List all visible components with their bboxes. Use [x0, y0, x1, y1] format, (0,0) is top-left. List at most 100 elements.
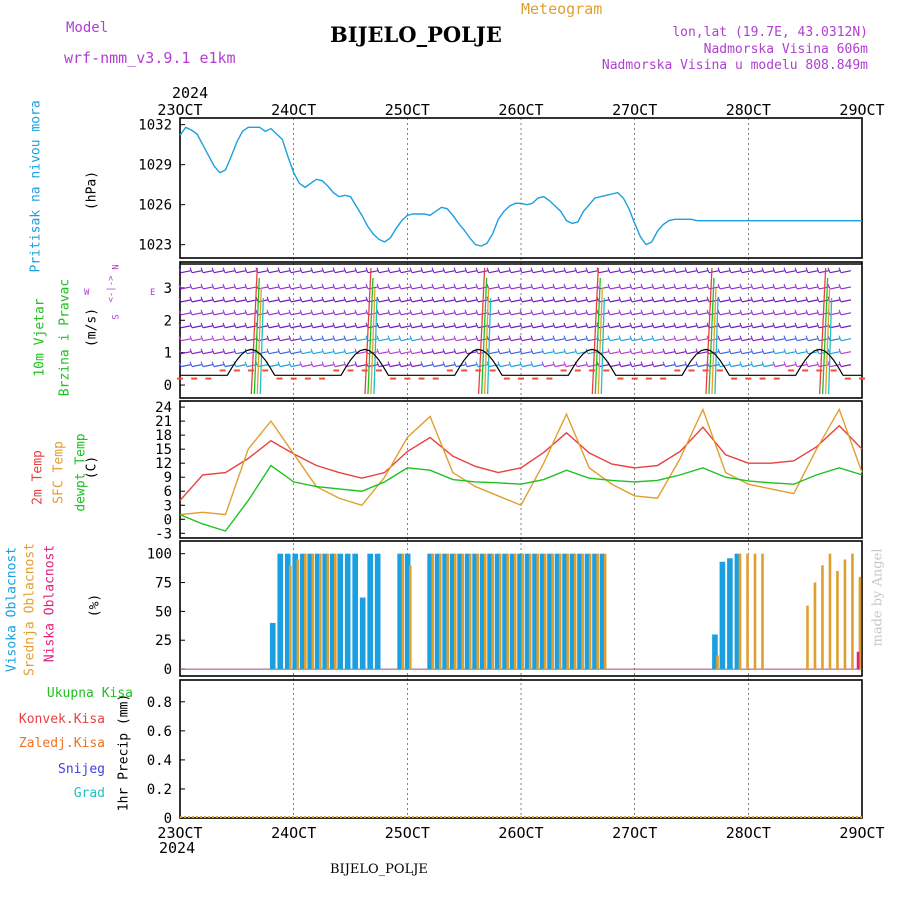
wind-barb — [620, 325, 632, 329]
wind-barb-flag — [310, 361, 314, 367]
wind-barb-flag — [574, 309, 578, 315]
wind-barb-flag — [585, 309, 589, 315]
wind-barb — [444, 270, 456, 274]
wind-barb-flag — [475, 283, 479, 290]
wind-barb — [499, 286, 511, 290]
wind-barb — [279, 338, 291, 342]
wind-barb — [521, 325, 533, 329]
wind-barb — [675, 338, 687, 342]
wind-barb-flag — [541, 322, 545, 328]
wind-barb — [180, 270, 192, 274]
wind-barb-flag — [387, 348, 391, 354]
wind-barb — [213, 364, 225, 368]
wind-barb-flag — [684, 283, 688, 290]
wind-dir-marker — [375, 369, 382, 372]
wind-barb — [774, 364, 786, 368]
wind-barb-flag — [244, 283, 248, 290]
time-label-top: 23OCT — [157, 101, 202, 119]
wind-barb — [378, 299, 390, 303]
wind-barb-flag — [244, 335, 248, 341]
wind-barb-flag — [497, 267, 501, 273]
wind-barb-flag — [519, 322, 523, 328]
wind-spike — [367, 277, 374, 395]
wind-barb — [631, 299, 643, 303]
wind-barb-flag — [805, 267, 809, 273]
wind-barb — [455, 351, 467, 355]
wind-barb — [488, 270, 500, 274]
wind-barb-flag — [783, 348, 787, 354]
wind-barb — [532, 299, 544, 303]
wind-barb-flag — [189, 348, 193, 354]
time-label-bottom: 29OCT — [839, 824, 884, 842]
wind-barb — [576, 338, 588, 342]
wind-spike — [824, 287, 831, 395]
wind-barb — [268, 299, 280, 303]
wind-barb — [323, 299, 335, 303]
wind-barb — [378, 364, 390, 368]
wind-barb — [334, 364, 346, 368]
wind-barb-flag — [739, 296, 743, 303]
wind-barb — [664, 286, 676, 290]
wind-barb — [455, 270, 467, 274]
wind-barb — [488, 325, 500, 329]
wind-barb-flag — [431, 296, 435, 303]
wind-barb — [312, 351, 324, 355]
wind-barb — [631, 286, 643, 290]
wind-barb-flag — [706, 309, 710, 315]
wind-barb-flag — [332, 361, 336, 367]
wind-barb-flag — [673, 283, 677, 290]
wind-barb-flag — [739, 361, 743, 367]
model-altitude-label: Nadmorska Visina u modelu 808.849m — [601, 58, 868, 73]
wind-barb-flag — [651, 322, 655, 328]
wind-barb — [774, 312, 786, 316]
wind-barb-flag — [530, 361, 534, 367]
wind-barb — [400, 299, 412, 303]
wind-barb — [807, 325, 819, 329]
wind-spike — [591, 267, 599, 395]
wind-dir-marker — [731, 377, 738, 380]
wind-barb-flag — [398, 283, 402, 290]
wind-barb — [609, 286, 621, 290]
wind-barb — [532, 286, 544, 290]
wind-barb — [466, 325, 478, 329]
wind-barb — [675, 299, 687, 303]
wind-barb — [235, 364, 247, 368]
high-cloud-bar — [374, 553, 381, 670]
wind-barb-flag — [629, 267, 633, 273]
wind-barb — [576, 299, 588, 303]
wind-dir-marker — [546, 377, 553, 380]
wind-barb-flag — [585, 283, 589, 290]
wind-spike — [821, 277, 829, 395]
high-cloud-bar — [337, 553, 344, 670]
temp-tick-label: 6 — [164, 484, 172, 500]
wind-barb-flag — [805, 322, 809, 328]
wind-barb — [521, 338, 533, 342]
wind-barb-flag — [838, 335, 842, 341]
wind-barb-flag — [365, 296, 369, 303]
wind-barb — [741, 364, 753, 368]
wind-barb — [400, 270, 412, 274]
wind-barb — [466, 338, 478, 342]
mid-cloud-bar — [506, 553, 510, 670]
wind-barb — [191, 325, 203, 329]
wind-barb — [345, 325, 357, 329]
wind-barb-flag — [200, 296, 204, 303]
wind-barb-flag — [387, 322, 391, 328]
wind-barb-flag — [189, 361, 193, 367]
wind-barb-flag — [354, 309, 358, 315]
wind-spike — [705, 267, 713, 395]
pressure-tick-label: 1026 — [138, 198, 172, 214]
mid-cloud-bar — [566, 553, 569, 670]
wind-spike — [486, 297, 492, 395]
wind-barb-flag — [651, 309, 655, 315]
wind-barb — [444, 364, 456, 368]
wind-barb-flag — [750, 348, 754, 354]
wind-barb — [664, 270, 676, 274]
wind-barb-flag — [288, 267, 292, 273]
wind-barb-flag — [552, 296, 556, 303]
wind-barb-flag — [211, 267, 215, 273]
wind-barb — [499, 312, 511, 316]
wind-dir-marker — [248, 369, 255, 372]
wind-barb-flag — [398, 335, 402, 341]
mid-cloud-bar — [828, 553, 832, 670]
